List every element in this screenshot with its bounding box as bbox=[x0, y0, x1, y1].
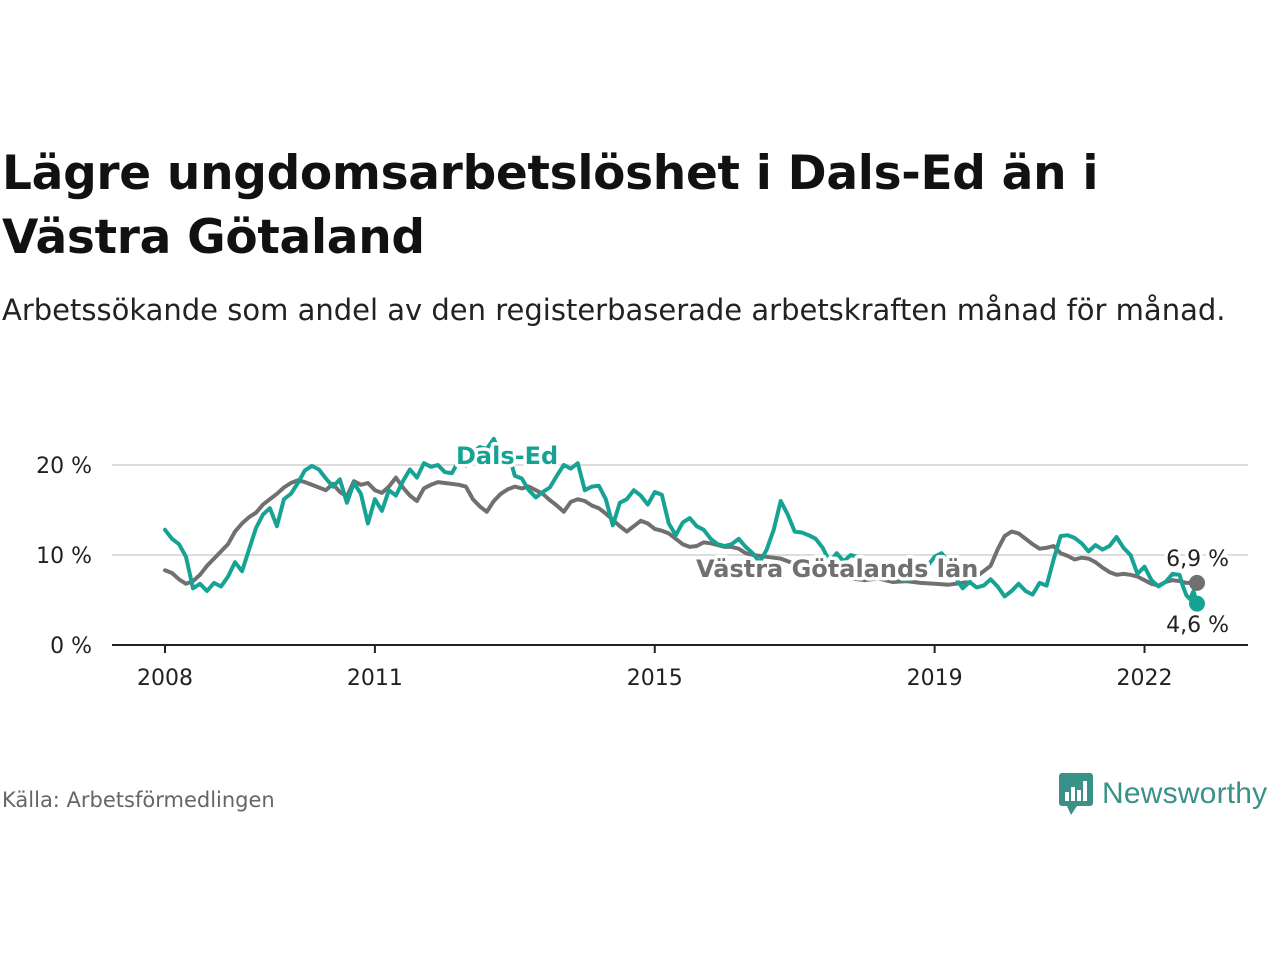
chart-title: Lägre ungdomsarbetslöshet i Dals-Ed än i… bbox=[2, 146, 1099, 265]
y-tick-label: 10 % bbox=[36, 544, 92, 569]
end-label-dals-ed-halo: 4,6 % bbox=[1166, 613, 1229, 638]
series-label-vastra-gotaland: Västra Götalands län bbox=[696, 555, 978, 583]
newsworthy-logo-icon bbox=[1059, 773, 1093, 815]
end-label-dals-ed: 4,6 % bbox=[1166, 613, 1229, 638]
end-label-vastra-gotaland-halo: 6,9 % bbox=[1166, 547, 1229, 572]
newsworthy-logo: Newsworthy bbox=[1058, 772, 1267, 816]
grid-layer: 0 % 10 % 20 % 2008 2011 2015 2019 2022 bbox=[36, 454, 1248, 691]
source-note: Källa: Arbetsförmedlingen bbox=[2, 788, 275, 812]
series-line-dals-ed bbox=[163, 436, 1199, 606]
x-tick-label: 2019 bbox=[907, 666, 963, 691]
newsworthy-logo-text: Newsworthy bbox=[1102, 777, 1268, 810]
series-line-vastra-gotaland bbox=[163, 475, 1199, 588]
x-tick-label: 2022 bbox=[1117, 666, 1173, 691]
series-label-dals-ed: Dals-Ed bbox=[456, 442, 558, 470]
x-tick-label: 2011 bbox=[347, 666, 403, 691]
end-marker-dals-ed bbox=[1189, 595, 1205, 612]
series-layer bbox=[163, 436, 1205, 612]
chart-subtitle: Arbetssökande som andel av den registerb… bbox=[2, 293, 1226, 327]
y-tick-label: 0 % bbox=[50, 634, 92, 659]
end-label-vastra-gotaland: 6,9 % bbox=[1166, 547, 1229, 572]
x-tick-label: 2008 bbox=[137, 666, 193, 691]
series-label-dals-ed-halo: Dals-Ed bbox=[456, 442, 558, 470]
series-label-vastra-gotaland-halo: Västra Götalands län bbox=[696, 555, 978, 583]
y-tick-label: 20 % bbox=[36, 454, 92, 479]
x-tick-label: 2015 bbox=[627, 666, 683, 691]
end-marker-vastra-gotaland bbox=[1189, 574, 1205, 591]
line-chart: 0 %10 %20 %2008 2011 2015 2019 2022 Dals-EdD… bbox=[36, 436, 1248, 691]
